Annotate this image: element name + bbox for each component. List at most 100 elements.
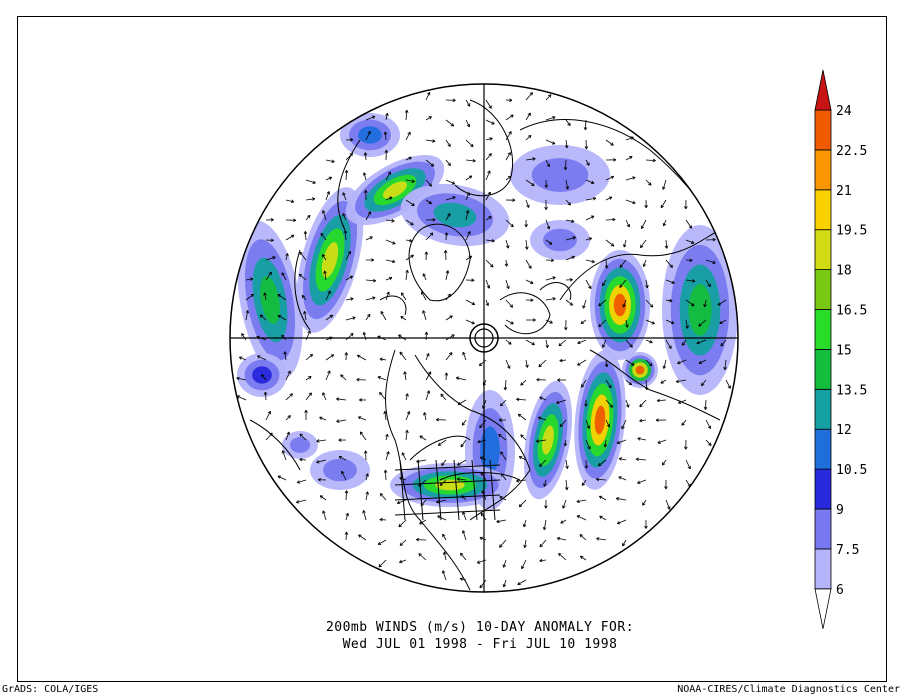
wind-vector-head bbox=[516, 480, 520, 483]
wind-vector-head bbox=[676, 381, 680, 384]
wind-vector bbox=[605, 379, 612, 389]
wind-vector-head bbox=[351, 153, 354, 157]
wind-vector-head bbox=[344, 352, 347, 356]
wind-vector bbox=[499, 539, 507, 548]
wind-vector bbox=[285, 431, 290, 441]
colorbar-label: 21 bbox=[836, 184, 852, 199]
wind-vector-head bbox=[340, 374, 342, 378]
wind-vector-head bbox=[338, 456, 342, 460]
colorbar-box bbox=[814, 229, 832, 270]
wind-vector-head bbox=[426, 331, 429, 335]
wind-vector-head bbox=[662, 463, 666, 466]
wind-vector-head bbox=[470, 175, 473, 179]
wind-vector bbox=[441, 459, 447, 466]
wind-vector-head bbox=[362, 510, 364, 514]
wind-vector-head bbox=[596, 477, 600, 480]
wind-vector bbox=[425, 92, 431, 101]
wind-vector-head bbox=[465, 210, 469, 213]
wind-vector-head bbox=[531, 92, 533, 96]
wind-vector bbox=[662, 459, 667, 466]
wind-vector bbox=[265, 256, 276, 261]
wind-vector-head bbox=[700, 382, 703, 386]
wind-vector-head bbox=[287, 370, 291, 374]
wind-vector-head bbox=[579, 555, 583, 559]
wind-vector bbox=[465, 319, 475, 325]
anomaly-contour bbox=[382, 181, 408, 199]
wind-vector-head bbox=[532, 341, 535, 345]
wind-vector-head bbox=[535, 439, 539, 442]
wind-vector-head bbox=[426, 353, 430, 356]
wind-vector bbox=[645, 339, 653, 343]
wind-vector bbox=[500, 473, 507, 481]
wind-vector bbox=[685, 459, 691, 470]
wind-vector bbox=[565, 459, 568, 469]
wind-vector-head bbox=[392, 259, 396, 263]
wind-vector bbox=[341, 471, 347, 481]
coastline bbox=[409, 435, 521, 481]
wind-vector-head bbox=[427, 91, 430, 95]
wind-vector-head bbox=[524, 224, 527, 228]
wind-vector bbox=[437, 515, 447, 521]
wind-vector bbox=[479, 579, 487, 589]
wind-vector-head bbox=[537, 417, 541, 420]
wind-vector-head bbox=[543, 527, 547, 531]
wind-vector bbox=[525, 179, 535, 186]
wind-vector-head bbox=[650, 362, 653, 366]
wind-vector-head bbox=[360, 431, 364, 434]
wind-vector-head bbox=[452, 123, 455, 127]
wind-vector-head bbox=[317, 477, 322, 480]
wind-vector bbox=[465, 99, 471, 107]
wind-vector-head bbox=[539, 465, 543, 467]
wind-vector bbox=[379, 519, 387, 521]
colorbar-label: 24 bbox=[836, 104, 852, 119]
wind-vector-head bbox=[630, 381, 632, 385]
wind-vector bbox=[440, 393, 447, 401]
wind-vector-head bbox=[379, 517, 383, 520]
wind-vector bbox=[625, 177, 636, 181]
wind-vector-head bbox=[270, 240, 274, 243]
wind-vector bbox=[421, 291, 427, 301]
wind-vector-head bbox=[619, 284, 621, 288]
wind-vector-head bbox=[282, 450, 286, 453]
colorbar-box bbox=[814, 109, 832, 151]
wind-vector bbox=[625, 219, 630, 228]
wind-vector bbox=[500, 399, 507, 407]
wind-vector bbox=[377, 376, 387, 381]
wind-vector bbox=[576, 515, 587, 521]
wind-vector-head bbox=[308, 392, 312, 395]
wind-vector-head bbox=[652, 158, 656, 161]
wind-vector bbox=[385, 291, 390, 301]
wind-vector-head bbox=[436, 500, 439, 503]
wind-vector-head bbox=[498, 419, 502, 422]
wind-vector bbox=[345, 275, 353, 281]
wind-vector-head bbox=[431, 232, 434, 236]
wind-vector-head bbox=[558, 553, 560, 557]
wind-vector-head bbox=[487, 170, 491, 173]
wind-vector-head bbox=[245, 310, 249, 313]
wind-vector bbox=[285, 370, 291, 381]
wind-vector bbox=[665, 339, 672, 349]
wind-vector bbox=[358, 534, 367, 541]
wind-vector-head bbox=[684, 446, 687, 450]
wind-vector-head bbox=[510, 225, 514, 228]
wind-vector bbox=[605, 399, 613, 408]
wind-vector-head bbox=[364, 190, 367, 194]
wind-vector bbox=[519, 456, 527, 461]
wind-vector-head bbox=[440, 393, 444, 396]
wind-vector-head bbox=[585, 403, 588, 407]
wind-vector bbox=[423, 412, 427, 421]
wind-vector bbox=[379, 358, 387, 361]
wind-vector-head bbox=[490, 153, 492, 157]
wind-vector-head bbox=[429, 200, 432, 204]
wind-vector-head bbox=[536, 441, 540, 443]
wind-vector-head bbox=[466, 192, 470, 195]
wind-vector-head bbox=[343, 230, 346, 234]
wind-vector bbox=[304, 231, 307, 241]
wind-vector-head bbox=[350, 297, 354, 299]
wind-vector-head bbox=[618, 458, 622, 461]
wind-vector-head bbox=[556, 402, 560, 404]
wind-vector bbox=[322, 210, 327, 221]
wind-vector-head bbox=[613, 159, 617, 162]
wind-vector-head bbox=[469, 255, 473, 259]
wind-vector bbox=[462, 511, 467, 521]
